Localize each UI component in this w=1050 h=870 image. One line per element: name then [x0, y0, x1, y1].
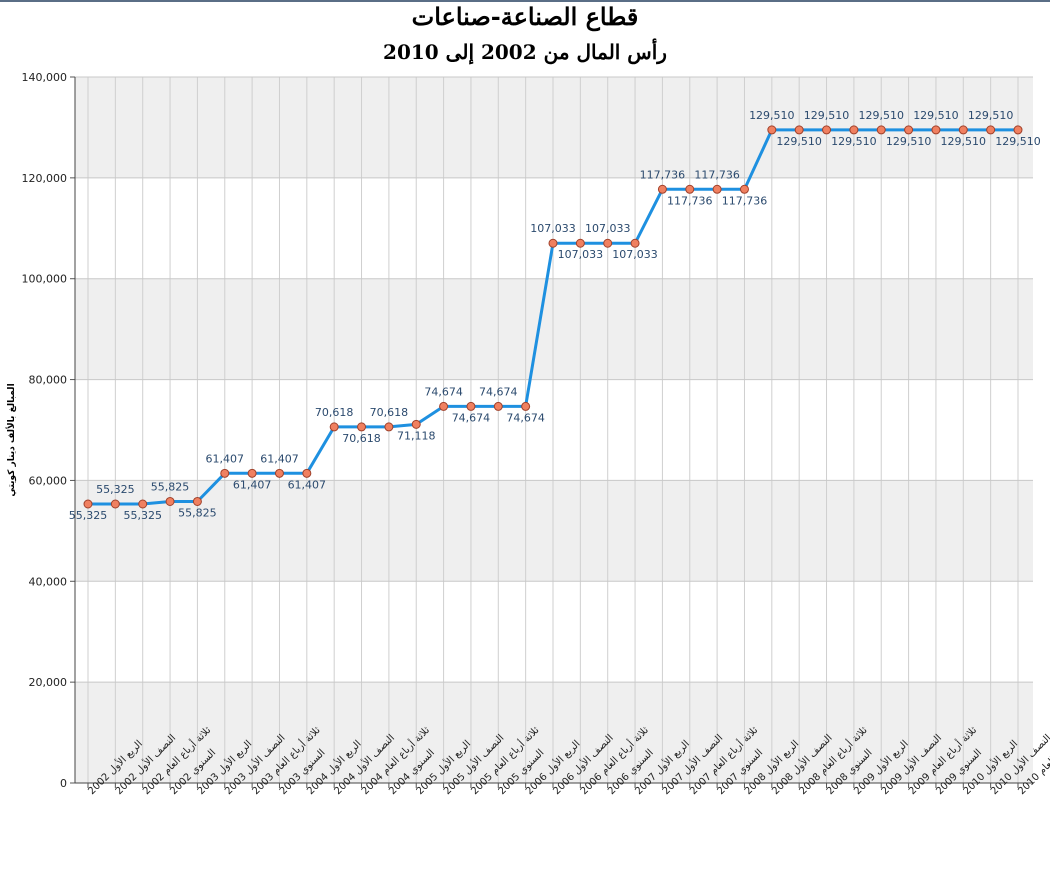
data-label: 107,033 [585, 222, 631, 235]
data-point [876, 125, 886, 135]
data-point [302, 468, 312, 478]
y-axis-label-wrap: المبالغ بالألف دينار كويتي [2, 383, 22, 496]
data-point [384, 422, 394, 432]
data-label: 55,325 [69, 509, 108, 522]
data-point [165, 496, 175, 506]
data-label: 107,033 [558, 248, 604, 261]
data-point [575, 238, 585, 248]
data-point [411, 419, 421, 429]
data-label: 61,407 [233, 478, 272, 491]
data-point [931, 125, 941, 135]
data-point [794, 125, 804, 135]
data-label: 117,736 [694, 168, 740, 181]
data-label: 129,510 [858, 109, 904, 122]
y-tick-label: 140,000 [22, 71, 68, 84]
data-label: 129,510 [968, 109, 1014, 122]
data-point [822, 125, 832, 135]
data-label: 129,510 [749, 109, 795, 122]
data-label: 74,674 [479, 385, 518, 398]
data-label: 129,510 [776, 135, 822, 148]
y-tick-label: 80,000 [29, 374, 68, 387]
data-label: 70,618 [342, 432, 381, 445]
data-point [904, 125, 914, 135]
data-label: 74,674 [506, 411, 545, 424]
data-point [192, 496, 202, 506]
y-tick-label: 60,000 [29, 474, 68, 487]
plot-band [75, 278, 1033, 380]
data-label: 55,325 [123, 509, 162, 522]
top-border-line [0, 0, 1050, 2]
data-point [1013, 125, 1023, 135]
data-label: 129,510 [995, 135, 1041, 148]
data-label: 71,118 [397, 429, 436, 442]
y-tick-label: 120,000 [22, 172, 68, 185]
data-point [685, 184, 695, 194]
data-point [247, 468, 257, 478]
data-point [630, 238, 640, 248]
plot-band [75, 682, 1033, 783]
data-label: 74,674 [452, 411, 491, 424]
plot-band [75, 480, 1033, 582]
data-label: 74,674 [424, 385, 463, 398]
data-label: 61,407 [206, 452, 245, 465]
data-point [657, 184, 667, 194]
data-point [548, 238, 558, 248]
data-point [739, 184, 749, 194]
data-label: 70,618 [315, 406, 354, 419]
y-tick-label: 0 [60, 777, 67, 790]
y-tick-label: 20,000 [29, 676, 68, 689]
data-point [986, 125, 996, 135]
data-label: 55,325 [96, 483, 135, 496]
data-point [274, 468, 284, 478]
data-label: 61,407 [260, 452, 299, 465]
data-label: 117,736 [722, 194, 768, 207]
data-label: 70,618 [370, 406, 409, 419]
y-tick-label: 40,000 [29, 575, 68, 588]
y-tick-label: 100,000 [22, 273, 68, 286]
data-point [521, 401, 531, 411]
data-label: 129,510 [913, 109, 959, 122]
plot-band [75, 77, 1033, 178]
data-point [357, 422, 367, 432]
data-point [493, 401, 503, 411]
chart-title: قطاع الصناعة-صناعات [411, 2, 639, 31]
data-label: 107,033 [612, 248, 658, 261]
data-label: 117,736 [640, 168, 686, 181]
data-point [603, 238, 613, 248]
data-point [712, 184, 722, 194]
data-point [439, 401, 449, 411]
data-point [329, 422, 339, 432]
data-point [110, 499, 120, 509]
data-label: 61,407 [288, 478, 327, 491]
data-label: 107,033 [530, 222, 576, 235]
data-label: 117,736 [667, 194, 713, 207]
data-point [83, 499, 93, 509]
data-label: 129,510 [831, 135, 877, 148]
y-axis-label: المبالغ بالألف دينار كويتي [7, 383, 17, 497]
data-label: 129,510 [941, 135, 987, 148]
data-point [958, 125, 968, 135]
data-label: 129,510 [886, 135, 932, 148]
data-label: 55,825 [151, 480, 190, 493]
data-point [849, 125, 859, 135]
data-point [466, 401, 476, 411]
chart-subtitle: رأس المال من 2002 إلى 2010 [383, 40, 667, 64]
data-label: 55,825 [178, 506, 217, 519]
data-point [138, 499, 148, 509]
data-point [767, 125, 777, 135]
data-point [220, 468, 230, 478]
data-label: 129,510 [804, 109, 850, 122]
